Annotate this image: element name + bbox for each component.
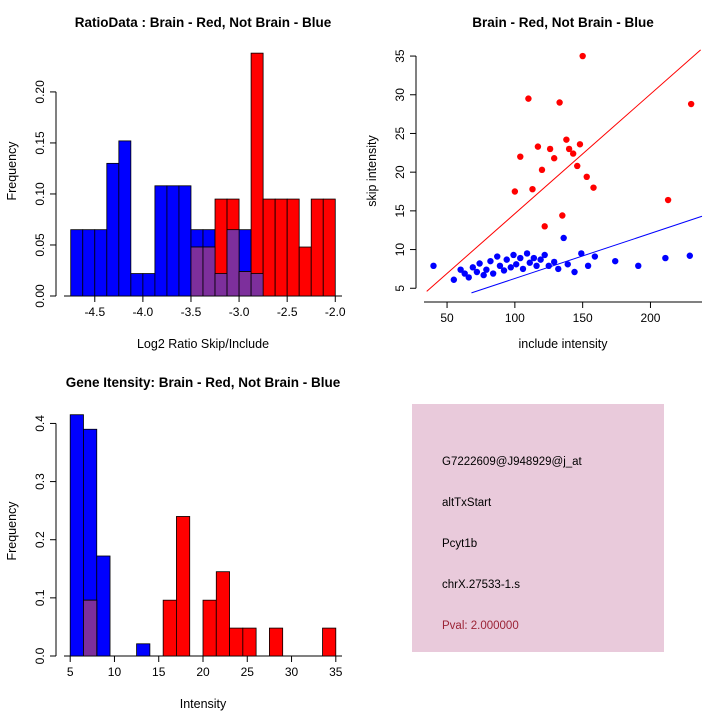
svg-text:-4.0: -4.0 xyxy=(133,305,154,319)
svg-text:RatioData : Brain - Red, Not B: RatioData : Brain - Red, Not Brain - Blu… xyxy=(75,15,332,30)
intensity-scatter-chart: Brain - Red, Not Brain - Blue 50 100 150 200… xyxy=(365,15,703,351)
svg-text:0.3: 0.3 xyxy=(33,473,47,490)
svg-text:0.1: 0.1 xyxy=(33,589,47,606)
svg-text:Frequency: Frequency xyxy=(5,501,19,561)
svg-text:0.4: 0.4 xyxy=(33,415,47,432)
svg-text:30: 30 xyxy=(285,665,299,679)
svg-text:150: 150 xyxy=(573,311,593,325)
info-panel: G7222609@J948929@j_at altTxStart Pcyt1b … xyxy=(360,360,720,720)
svg-text:include intensity: include intensity xyxy=(519,337,609,351)
svg-text:5: 5 xyxy=(393,285,407,292)
event-type-text: altTxStart xyxy=(442,497,492,509)
svg-text:0.00: 0.00 xyxy=(33,284,47,308)
svg-text:20: 20 xyxy=(393,165,407,179)
svg-text:Brain - Red, Not Brain - Blue: Brain - Red, Not Brain - Blue xyxy=(472,15,654,30)
svg-text:15: 15 xyxy=(393,204,407,218)
pval-text: Pval: 2.000000 xyxy=(442,620,519,632)
svg-text:Log2 Ratio Skip/Include: Log2 Ratio Skip/Include xyxy=(137,337,269,351)
info-box: G7222609@J948929@j_at altTxStart Pcyt1b … xyxy=(412,404,664,652)
svg-text:0.2: 0.2 xyxy=(33,531,47,548)
svg-text:-4.5: -4.5 xyxy=(84,305,105,319)
probe-id-text: G7222609@J948929@j_at xyxy=(442,456,582,468)
svg-text:30: 30 xyxy=(393,88,407,102)
location-text: chrX.27533-1.s xyxy=(442,579,520,591)
svg-text:15: 15 xyxy=(152,665,166,679)
svg-text:10: 10 xyxy=(393,243,407,257)
svg-text:-2.5: -2.5 xyxy=(277,305,298,319)
svg-text:0.0: 0.0 xyxy=(33,647,47,664)
svg-text:0.10: 0.10 xyxy=(33,182,47,206)
svg-text:100: 100 xyxy=(505,311,525,325)
svg-text:-3.0: -3.0 xyxy=(229,305,250,319)
gene-name-text: Pcyt1b xyxy=(442,538,478,550)
svg-text:0.15: 0.15 xyxy=(33,131,47,155)
svg-text:35: 35 xyxy=(393,49,407,63)
svg-text:20: 20 xyxy=(196,665,210,679)
svg-text:50: 50 xyxy=(440,311,454,325)
svg-text:Gene Itensity: Brain - Red, No: Gene Itensity: Brain - Red, Not Brain - … xyxy=(66,375,341,390)
svg-text:-2.0: -2.0 xyxy=(325,305,346,319)
svg-text:skip intensity: skip intensity xyxy=(365,134,379,206)
gene-intensity-histogram-chart: Gene Itensity: Brain - Red, Not Brain - … xyxy=(5,375,343,711)
svg-text:10: 10 xyxy=(108,665,122,679)
svg-text:25: 25 xyxy=(393,126,407,140)
ratio-histogram-chart: RatioData : Brain - Red, Not Brain - Blu… xyxy=(5,15,346,351)
svg-text:25: 25 xyxy=(241,665,255,679)
svg-text:Frequency: Frequency xyxy=(5,141,19,201)
svg-text:Intensity: Intensity xyxy=(180,697,227,711)
svg-text:5: 5 xyxy=(67,665,74,679)
svg-text:0.05: 0.05 xyxy=(33,233,47,257)
svg-text:200: 200 xyxy=(640,311,660,325)
svg-text:35: 35 xyxy=(329,665,343,679)
svg-text:-3.5: -3.5 xyxy=(181,305,202,319)
svg-text:0.20: 0.20 xyxy=(33,80,47,104)
